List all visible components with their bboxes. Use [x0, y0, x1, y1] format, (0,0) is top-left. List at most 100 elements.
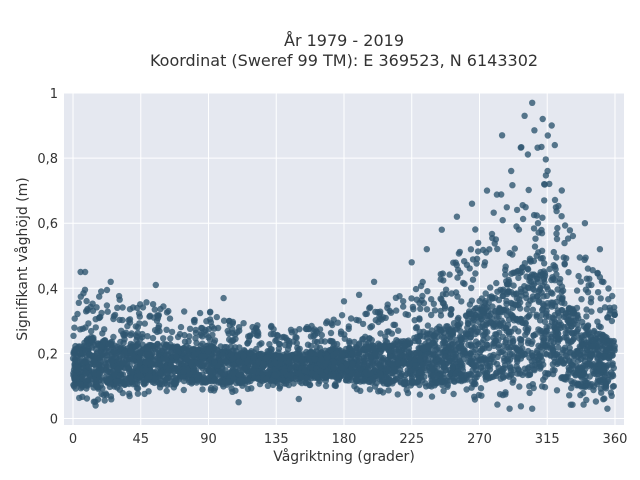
data-point: [530, 225, 538, 232]
data-point: [342, 377, 350, 384]
data-point: [598, 389, 605, 396]
data-point: [588, 295, 595, 302]
data-point: [468, 200, 476, 207]
data-point: [529, 296, 537, 303]
data-point: [522, 320, 529, 327]
data-point: [94, 396, 102, 403]
data-point: [458, 342, 465, 349]
data-point: [99, 330, 106, 337]
data-point: [260, 360, 267, 367]
data-point: [95, 314, 103, 322]
data-point: [108, 358, 116, 365]
data-point: [511, 325, 518, 332]
data-point: [170, 380, 178, 387]
data-point: [493, 279, 500, 287]
data-point: [400, 360, 407, 367]
data-point: [279, 334, 286, 341]
data-point: [400, 303, 407, 310]
data-point: [473, 342, 480, 349]
data-point: [375, 388, 382, 395]
data-point: [609, 383, 617, 390]
data-point: [91, 369, 99, 376]
data-point: [586, 361, 594, 368]
data-point: [263, 369, 271, 376]
data-point: [439, 359, 446, 367]
data-point: [244, 376, 251, 383]
data-point: [552, 266, 559, 273]
data-point: [511, 301, 518, 308]
data-point: [121, 381, 129, 388]
y-tick-label: 0,4: [37, 282, 58, 297]
data-point: [438, 379, 445, 386]
data-point: [384, 375, 392, 382]
data-point: [553, 387, 561, 394]
data-point: [262, 354, 270, 362]
data-point: [495, 344, 502, 351]
data-point: [119, 304, 126, 311]
data-point: [85, 344, 92, 352]
data-point: [478, 353, 485, 361]
data-point: [416, 316, 423, 323]
data-point: [156, 361, 164, 369]
data-point: [301, 367, 308, 374]
data-point: [462, 372, 469, 379]
data-point: [482, 305, 490, 312]
data-point: [433, 372, 440, 379]
data-point: [408, 295, 415, 302]
data-point: [529, 99, 536, 107]
data-point: [559, 374, 566, 381]
data-point: [142, 366, 149, 374]
data-point: [500, 286, 507, 293]
data-point: [149, 334, 157, 342]
data-point: [235, 358, 243, 365]
data-point: [111, 311, 119, 319]
data-point: [360, 355, 367, 362]
data-point: [525, 325, 532, 332]
data-point: [406, 367, 414, 374]
data-point: [359, 336, 366, 343]
data-point: [555, 321, 562, 328]
y-tick-label: 0,8: [37, 152, 58, 167]
data-point: [423, 306, 431, 313]
data-point: [450, 390, 457, 398]
data-point: [119, 389, 127, 397]
data-point: [575, 272, 582, 280]
data-point: [105, 340, 112, 348]
data-point: [458, 377, 465, 385]
data-point: [229, 369, 237, 377]
data-point: [558, 213, 565, 220]
data-point: [384, 328, 391, 335]
data-point: [508, 371, 515, 378]
data-point: [503, 290, 511, 298]
data-point: [240, 352, 247, 359]
data-point: [611, 304, 618, 311]
data-point: [529, 282, 536, 289]
data-point: [384, 380, 391, 387]
data-point: [511, 245, 518, 252]
data-point: [79, 374, 86, 382]
data-point: [228, 385, 235, 392]
data-point: [450, 351, 457, 358]
data-point: [82, 369, 90, 377]
data-point: [71, 315, 78, 322]
data-point: [371, 350, 379, 358]
data-point: [547, 337, 555, 345]
data-point: [440, 387, 447, 394]
data-point: [562, 329, 569, 336]
data-point: [582, 365, 589, 373]
data-point: [113, 378, 120, 385]
data-point: [395, 348, 403, 356]
data-point: [207, 384, 215, 392]
data-point: [414, 333, 421, 340]
data-point: [107, 278, 114, 285]
data-point: [170, 368, 178, 375]
data-point: [526, 389, 533, 397]
data-point: [440, 300, 447, 307]
data-point: [555, 344, 562, 351]
data-point: [103, 377, 110, 385]
data-point: [553, 350, 561, 358]
data-point: [477, 347, 485, 354]
data-point: [74, 310, 81, 318]
data-point: [186, 325, 194, 332]
data-point: [431, 331, 439, 338]
